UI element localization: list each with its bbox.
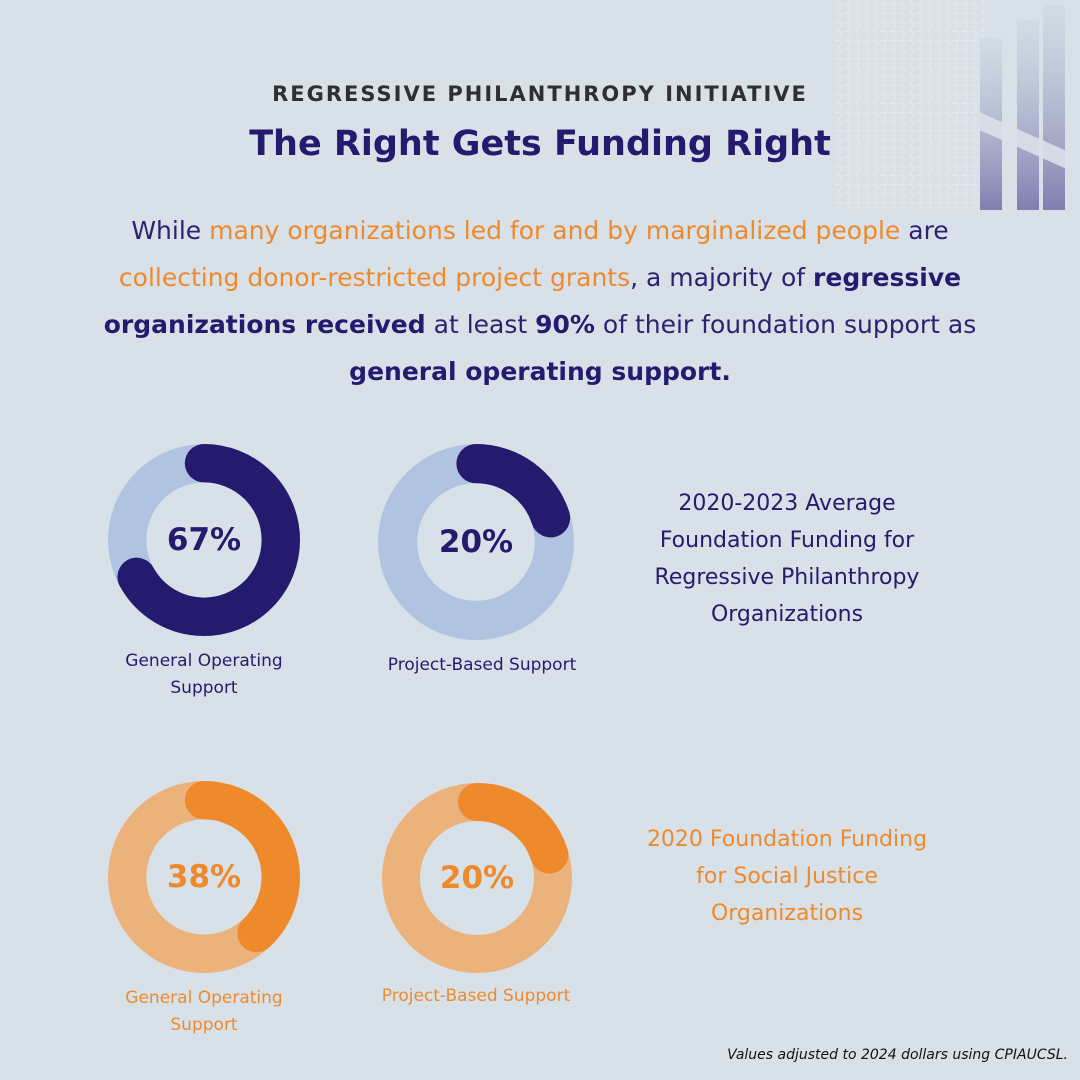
intro-highlight-project-grants: collecting donor-restricted project gran… xyxy=(118,263,631,292)
intro-paragraph: While many organizations led for and by … xyxy=(80,207,1000,395)
donut-regressive-gos: 67% xyxy=(108,444,300,636)
intro-emphasis-gos: general operating support. xyxy=(349,357,731,386)
logo-mark xyxy=(835,0,1069,210)
intro-text: at least xyxy=(425,310,536,339)
percent-label: 20% xyxy=(438,524,514,560)
intro-text: of their foundation support as xyxy=(594,310,977,339)
donut-svg xyxy=(382,783,572,973)
donut-social-justice-pbs: 20% xyxy=(382,783,572,973)
intro-emphasis-regressive: regressive organizations received xyxy=(103,263,962,339)
donut-regressive-pbs: 20% xyxy=(378,444,574,640)
legend-regressive-pbs: Project-Based Support xyxy=(387,655,577,675)
page-title: The Right Gets Funding Right xyxy=(249,124,831,164)
chart-title-regressive: 2020-2023 Average Foundation Funding for… xyxy=(654,491,920,627)
intro-highlight-marginalized: many organizations led for and by margin… xyxy=(209,216,901,245)
donut-social-justice-gos: 38% xyxy=(108,781,300,973)
donut-svg xyxy=(108,444,300,636)
footnote: Values adjusted to 2024 dollars using CP… xyxy=(727,1047,1068,1063)
donut-value-arc xyxy=(378,444,574,640)
legend-regressive-gos: General Operating Support xyxy=(125,651,283,698)
intro-text: While xyxy=(131,216,210,245)
percent-label: 38% xyxy=(166,859,242,895)
chart-title-social-justice: 2020 Foundation Funding for Social Justi… xyxy=(646,827,928,926)
legend-social-justice-gos: General Operating Support xyxy=(125,988,283,1035)
intro-text: , a majority of xyxy=(630,263,814,292)
donut-value-arc xyxy=(108,781,300,973)
donut-value-arc xyxy=(382,783,572,973)
intro-emphasis-percent: 90% xyxy=(535,310,595,339)
donut-svg xyxy=(378,444,574,640)
intro-text: are xyxy=(900,216,949,245)
legend-social-justice-pbs: Project-Based Support xyxy=(381,986,571,1006)
percent-label: 67% xyxy=(166,522,242,558)
percent-label: 20% xyxy=(439,860,515,896)
donut-svg xyxy=(108,781,300,973)
donut-value-arc xyxy=(108,444,300,636)
eyebrow-heading: REGRESSIVE PHILANTHROPY INITIATIVE xyxy=(272,82,808,106)
